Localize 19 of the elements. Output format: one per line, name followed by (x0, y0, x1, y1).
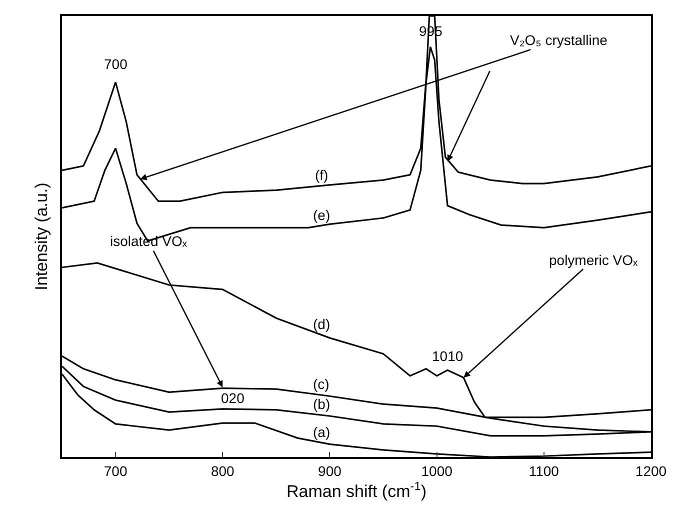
x-tick-label: 1200 (635, 462, 667, 479)
y-axis-title: Intensity (a.u.) (32, 182, 52, 290)
x-tick-label: 900 (318, 462, 342, 479)
annotation: 1010 (432, 348, 464, 364)
series-label: (c) (313, 376, 330, 392)
annotation: 700 (104, 56, 128, 72)
series-label: (b) (313, 396, 330, 412)
series-label: (f) (315, 167, 328, 183)
series-label: (a) (313, 424, 330, 440)
annotation: polymeric VOₓ (549, 252, 638, 268)
x-tick-label: 700 (104, 462, 128, 479)
x-tick-label: 1100 (528, 462, 560, 479)
series-label: (e) (313, 207, 330, 223)
annotation: V₂O₅ crystalline (510, 32, 608, 48)
x-tick-label: 800 (210, 462, 235, 479)
series-label: (d) (313, 316, 330, 332)
x-axis-title: Raman shift (cm$^{-1}$) (286, 478, 426, 501)
annotation: 020 (221, 390, 245, 406)
x-tick-label: 1000 (421, 462, 453, 479)
